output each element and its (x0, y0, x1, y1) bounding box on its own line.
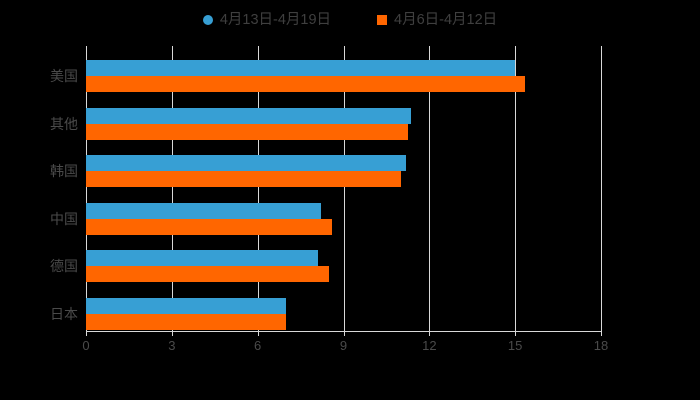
y-axis-category-label: 日本 (50, 305, 78, 322)
bar[interactable] (86, 107, 411, 124)
x-tick-label: 18 (593, 338, 609, 353)
gridline (601, 46, 602, 331)
x-tick-label: 15 (507, 338, 523, 353)
x-tick-mark (171, 331, 173, 336)
bar[interactable] (86, 313, 287, 330)
x-tick-mark (515, 331, 517, 336)
bar[interactable] (86, 202, 321, 219)
chart-legend: 4月13日-4月19日 4月6日-4月12日 (0, 8, 700, 32)
x-tick-mark (257, 331, 259, 336)
y-axis-category-label: 其他 (50, 115, 78, 132)
legend-marker-square-icon (377, 15, 388, 25)
bar[interactable] (86, 155, 407, 171)
gridline (86, 46, 87, 331)
legend-label-1: 4月6日-4月12日 (394, 11, 498, 28)
x-tick-mark (429, 331, 431, 336)
gridline (171, 46, 173, 331)
y-axis-category-label: 中国 (50, 210, 78, 227)
gridline (343, 46, 345, 331)
x-tick-label: 9 (339, 338, 348, 353)
bar[interactable] (86, 60, 516, 76)
y-axis-category-label: 韩国 (50, 163, 78, 179)
y-axis-category-label: 德国 (50, 258, 78, 274)
plot-area (86, 46, 602, 331)
legend-item-1[interactable]: 4月6日-4月12日 (377, 13, 497, 28)
x-tick-label: 6 (254, 338, 262, 353)
x-tick-mark (343, 331, 345, 336)
x-tick-mark (86, 331, 87, 336)
bar[interactable] (86, 297, 287, 314)
bar[interactable] (86, 171, 401, 187)
gridline (257, 46, 259, 331)
bar[interactable] (86, 266, 330, 282)
bar[interactable] (86, 218, 333, 235)
bar[interactable] (86, 76, 526, 92)
x-tick-label: 0 (82, 338, 90, 353)
x-tick-label: 3 (168, 338, 176, 353)
gridline (429, 46, 431, 331)
y-axis-category-label: 美国 (50, 68, 78, 84)
x-tick-label: 12 (422, 338, 437, 353)
legend-label-0: 4月13日-4月19日 (219, 11, 332, 28)
x-tick-mark (601, 331, 602, 336)
legend-item-0[interactable]: 4月13日-4月19日 (202, 11, 332, 28)
bar[interactable] (86, 123, 408, 140)
legend-marker-circle-icon (202, 15, 213, 25)
bar[interactable] (86, 250, 318, 266)
gridline (515, 46, 517, 331)
y-axis-category-labels: 美国其他韩国中国德国日本 (0, 46, 78, 331)
